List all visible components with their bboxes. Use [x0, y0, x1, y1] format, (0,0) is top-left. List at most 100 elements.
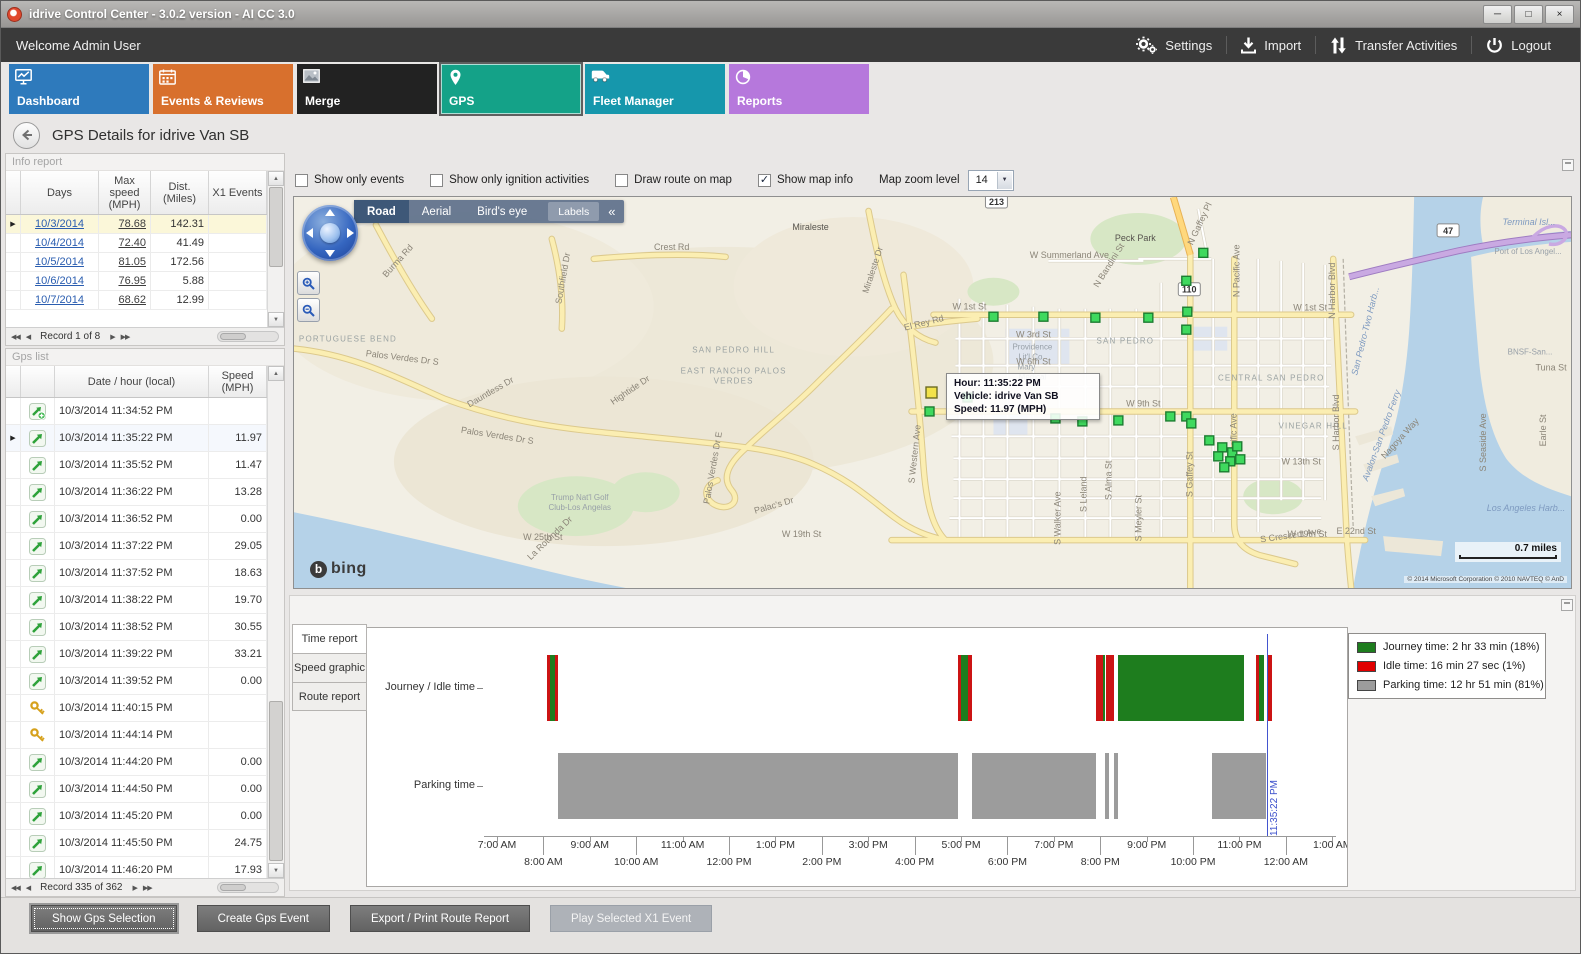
table-row[interactable]: 10/3/2014 11:44:20 PM 0.00	[6, 749, 267, 776]
scroll-down-button[interactable]: ▼	[268, 863, 284, 878]
map-view-road[interactable]: Road	[354, 200, 409, 223]
max-speed-link[interactable]: 72.40	[118, 237, 146, 249]
table-row[interactable]: 10/3/2014 11:44:14 PM	[6, 722, 267, 749]
gps-marker[interactable]	[988, 311, 999, 322]
map-zoom-select[interactable]: 14 ▼	[967, 169, 1014, 191]
horizontal-scrollbar[interactable]	[217, 882, 279, 893]
collapse-panel-button[interactable]	[1562, 159, 1574, 171]
scrollbar-thumb[interactable]	[220, 333, 246, 340]
table-row[interactable]: 10/3/2014 11:37:52 PM 18.63	[6, 560, 267, 587]
pager-prev-button[interactable]: ◀	[25, 884, 31, 892]
collapse-panel-button[interactable]	[1561, 599, 1573, 611]
pan-north-icon[interactable]	[325, 209, 335, 216]
table-row[interactable]: 10/3/2014 11:39:22 PM 33.21	[6, 641, 267, 668]
day-link[interactable]: 10/5/2014	[35, 256, 84, 268]
table-row[interactable]: 10/3/2014 11:46:20 PM 17.93	[6, 857, 267, 878]
pan-west-icon[interactable]	[306, 228, 313, 238]
tab-fleet[interactable]: Fleet Manager	[585, 64, 725, 114]
map-zoom-out-button[interactable]	[297, 298, 320, 322]
back-button[interactable]	[13, 121, 40, 149]
gps-marker[interactable]	[1204, 435, 1215, 446]
maximize-button[interactable]: □	[1514, 4, 1543, 24]
max-speed-link[interactable]: 76.95	[118, 275, 146, 287]
tab-reports[interactable]: Reports	[729, 64, 869, 114]
gps-marker[interactable]	[1186, 418, 1197, 429]
scrollbar-thumb[interactable]	[269, 187, 283, 267]
gps-marker[interactable]	[1219, 462, 1230, 473]
table-row[interactable]: ▶ 10/3/2014 11:35:22 PM 11.97	[6, 425, 267, 452]
pager-first-button[interactable]: ◀◀	[11, 333, 21, 341]
table-row[interactable]: 10/3/2014 11:45:20 PM 0.00	[6, 803, 267, 830]
table-row[interactable]: 10/3/2014 11:45:50 PM 24.75	[6, 830, 267, 857]
gps-marker[interactable]	[1217, 442, 1228, 453]
gps-marker[interactable]	[924, 406, 935, 417]
map-view-bird-s-eye[interactable]: Bird's eye	[477, 205, 528, 218]
pan-center-icon[interactable]	[320, 223, 340, 243]
vertical-scrollbar[interactable]: ▲ ▼	[267, 366, 284, 878]
table-row[interactable]: 10/4/2014 72.40 41.49	[6, 234, 267, 253]
tab-gps[interactable]: GPS	[439, 62, 583, 116]
tab-events[interactable]: Events & Reviews	[153, 64, 293, 114]
logout-button[interactable]: Logout	[1472, 28, 1565, 62]
day-link[interactable]: 10/7/2014	[35, 294, 84, 306]
gps-marker[interactable]	[1090, 312, 1101, 323]
gps-marker[interactable]	[1038, 311, 1049, 322]
pager-next-button[interactable]: ▶	[110, 333, 115, 341]
scroll-up-button[interactable]: ▲	[268, 171, 284, 186]
export-print-route-report-button[interactable]: Export / Print Route Report	[349, 905, 531, 932]
import-button[interactable]: Import	[1227, 28, 1315, 62]
gps-marker[interactable]	[1165, 411, 1176, 422]
table-row[interactable]: 10/3/2014 11:35:52 PM 11.47	[6, 452, 267, 479]
table-row[interactable]: ▶ 10/3/2014 78.68 142.31	[6, 215, 267, 234]
pager-first-button[interactable]: ◀◀	[11, 884, 21, 892]
selected-gps-marker[interactable]	[925, 386, 938, 399]
bing-map[interactable]: Miraleste Peck Park W Summerland Ave Crest …	[294, 197, 1571, 588]
tab-route-report[interactable]: Route report	[292, 682, 367, 711]
tab-speed-graphic[interactable]: Speed graphic	[292, 653, 367, 682]
settings-button[interactable]: Settings	[1122, 28, 1226, 62]
max-speed-link[interactable]: 78.68	[118, 218, 146, 230]
map-container[interactable]: Miraleste Peck Park W Summerland Ave Crest …	[293, 196, 1572, 589]
table-row[interactable]: 10/3/2014 11:39:52 PM 0.00	[6, 668, 267, 695]
scrollbar-thumb[interactable]	[269, 701, 283, 861]
minimize-button[interactable]: ─	[1483, 4, 1512, 24]
max-speed-link[interactable]: 81.05	[118, 256, 146, 268]
checkbox-show-only-ignition-activities[interactable]: Show only ignition activities	[430, 173, 589, 187]
show-gps-selection-button[interactable]: Show Gps Selection	[31, 905, 177, 932]
scroll-down-button[interactable]: ▼	[268, 312, 284, 327]
table-row[interactable]: 10/3/2014 11:38:22 PM 19.70	[6, 587, 267, 614]
gps-marker[interactable]	[1182, 306, 1193, 317]
tab-time-report[interactable]: Time report	[292, 624, 367, 653]
gps-marker[interactable]	[1213, 451, 1224, 462]
gps-marker[interactable]	[1143, 312, 1154, 323]
gps-marker[interactable]	[1235, 454, 1246, 465]
day-link[interactable]: 10/6/2014	[35, 275, 84, 287]
table-row[interactable]: 10/3/2014 11:44:50 PM 0.00	[6, 776, 267, 803]
map-view-labels[interactable]: Labels	[548, 202, 600, 221]
map-zoom-in-button[interactable]	[297, 271, 320, 295]
table-row[interactable]: 10/6/2014 76.95 5.88	[6, 272, 267, 291]
pager-prev-button[interactable]: ◀	[25, 333, 31, 341]
map-view-aerial[interactable]: Aerial	[421, 205, 452, 218]
day-link[interactable]: 10/4/2014	[35, 237, 84, 249]
table-row[interactable]: 10/3/2014 11:37:22 PM 29.05	[6, 533, 267, 560]
gps-marker[interactable]	[1181, 275, 1192, 286]
table-row[interactable]: 10/7/2014 68.62 12.99	[6, 291, 267, 310]
checkbox-show-map-info[interactable]: ✓ Show map info	[757, 173, 853, 187]
pager-last-button[interactable]: ▶▶	[142, 884, 153, 892]
table-row[interactable]: 10/3/2014 11:40:15 PM	[6, 695, 267, 722]
table-row[interactable]: 10/3/2014 11:36:52 PM 0.00	[6, 506, 267, 533]
gps-marker[interactable]	[1232, 441, 1243, 452]
vertical-scrollbar[interactable]: ▲ ▼	[267, 171, 284, 327]
scroll-up-button[interactable]: ▲	[268, 366, 284, 381]
table-row[interactable]: 10/5/2014 81.05 172.56	[6, 253, 267, 272]
gps-marker[interactable]	[1113, 415, 1124, 426]
pan-south-icon[interactable]	[325, 250, 335, 257]
table-row[interactable]: 10/3/2014 11:36:22 PM 13.28	[6, 479, 267, 506]
checkbox-show-only-events[interactable]: Show only events	[295, 173, 404, 187]
tab-merge[interactable]: Merge	[297, 64, 437, 114]
pager-next-button[interactable]: ▶	[132, 884, 137, 892]
gps-marker[interactable]	[1198, 247, 1209, 259]
pan-east-icon[interactable]	[347, 228, 354, 238]
day-link[interactable]: 10/3/2014	[35, 218, 84, 230]
